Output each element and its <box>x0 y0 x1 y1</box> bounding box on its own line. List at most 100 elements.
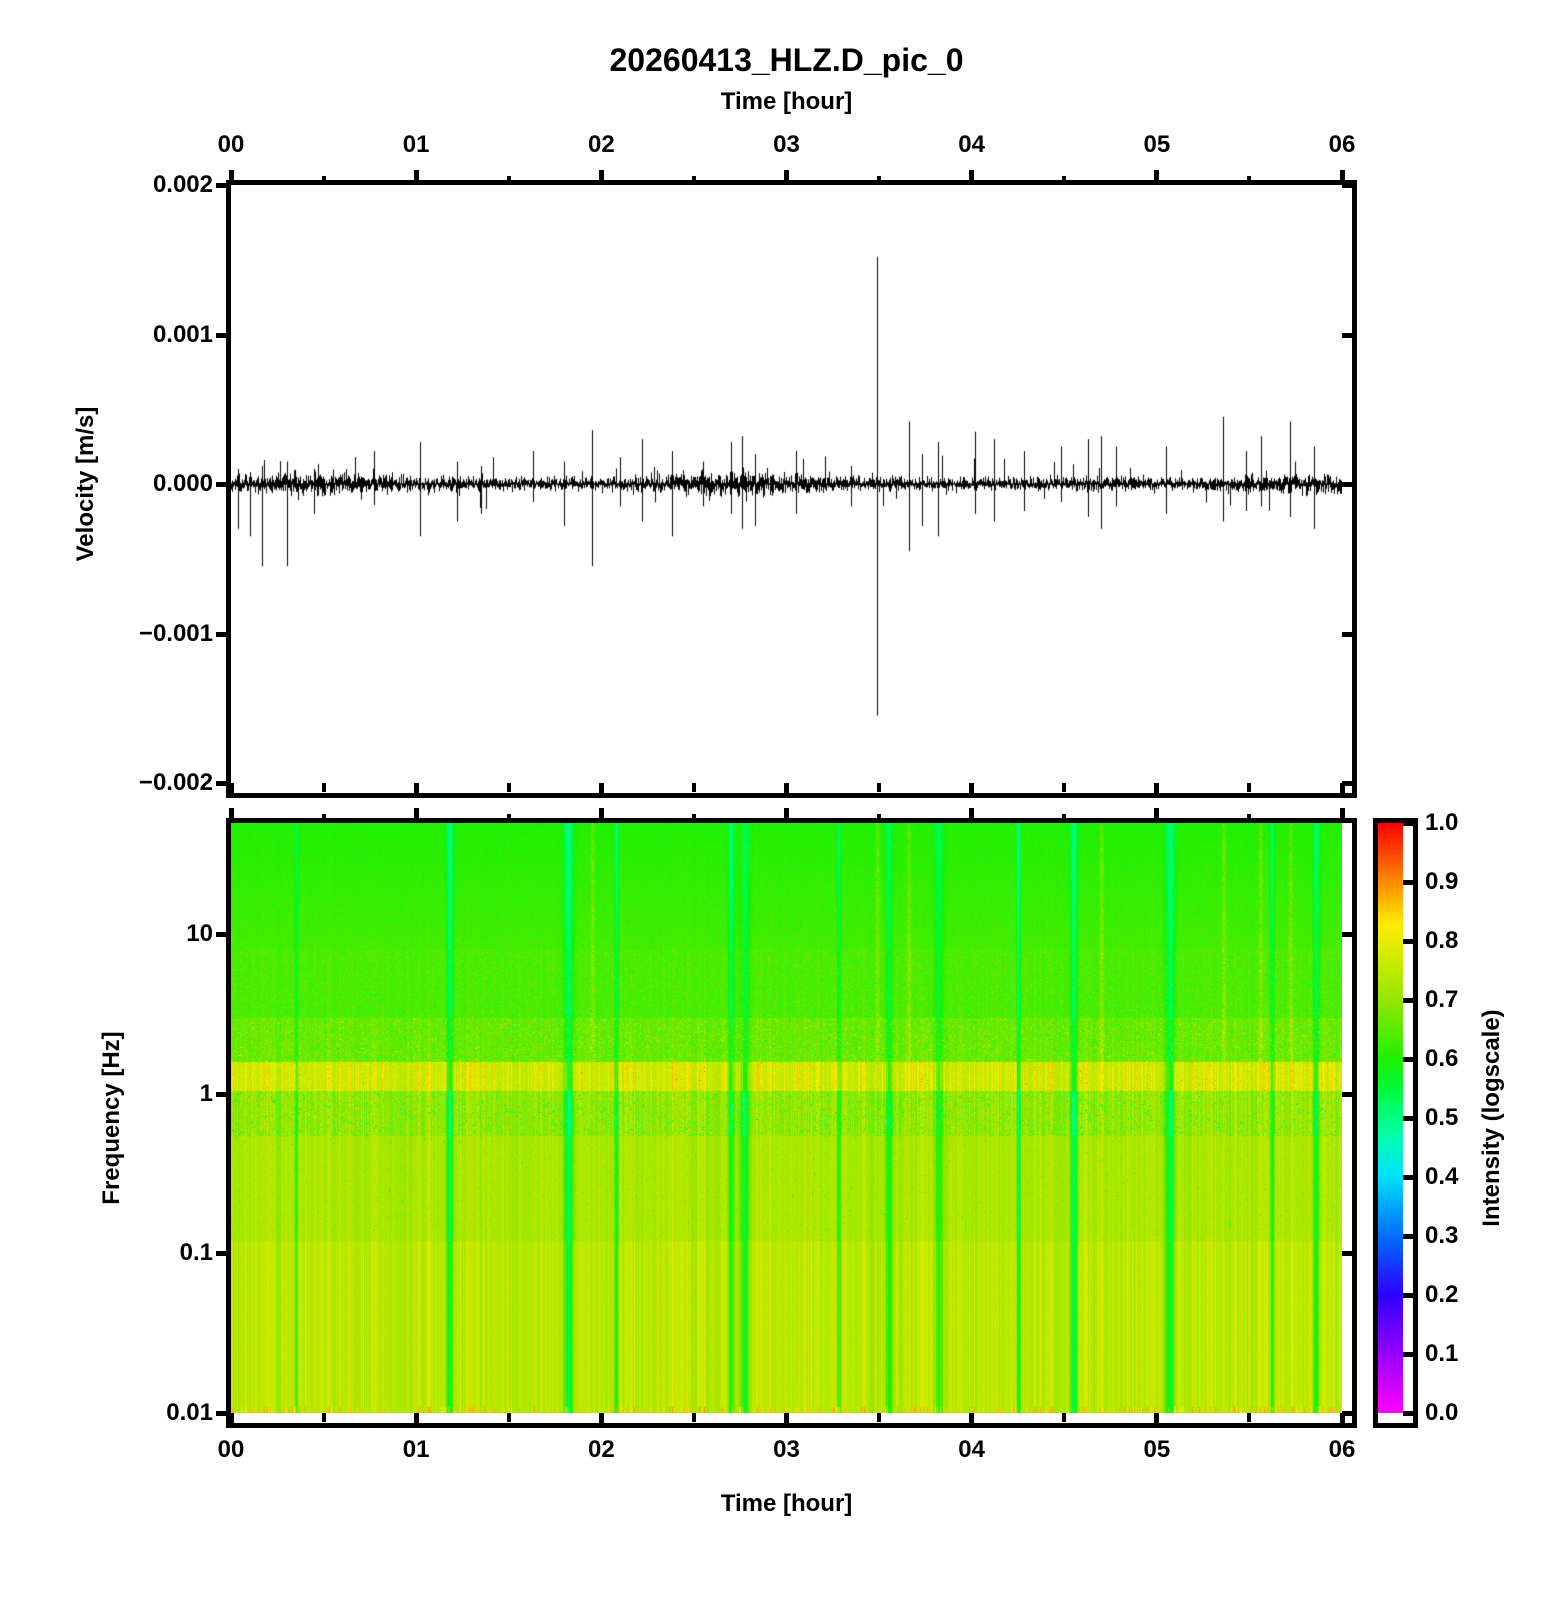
frequency-tick-right <box>1342 932 1357 937</box>
time-tick-label-top: 01 <box>402 131 430 158</box>
colorbar-tick <box>1403 1116 1417 1121</box>
time-tick-top <box>784 170 789 185</box>
time-tick-label-bottom: 04 <box>958 1436 985 1463</box>
time-tick-spec-bottom <box>877 1413 881 1422</box>
time-tick-spec-bottom <box>507 1413 511 1422</box>
time-tick-spec-bottom <box>1247 1413 1251 1422</box>
time-tick-spec-top <box>877 814 881 823</box>
velocity-tick-label: −0.002 <box>138 769 213 796</box>
time-tick-wave-bottom <box>229 783 234 798</box>
colorbar-gradient-canvas <box>1378 823 1403 1413</box>
velocity-tick-right <box>1342 781 1357 786</box>
time-tick-wave-bottom <box>507 783 511 792</box>
spectrogram-canvas <box>231 823 1342 1413</box>
frequency-tick-label: 10 <box>186 920 213 948</box>
time-tick-label-top: 04 <box>958 131 985 158</box>
time-tick-spec-top <box>414 808 419 823</box>
time-tick-label-bottom: 02 <box>587 1436 615 1463</box>
frequency-tick-left <box>216 1251 231 1256</box>
time-tick-wave-bottom <box>322 783 326 792</box>
time-tick-label-bottom: 06 <box>1328 1436 1356 1463</box>
frequency-tick-right <box>1342 1251 1357 1256</box>
colorbar-tick-label: 0.2 <box>1425 1281 1459 1308</box>
time-tick-wave-bottom <box>692 783 696 792</box>
colorbar-tick <box>1403 998 1417 1003</box>
frequency-tick-label: 1 <box>199 1079 213 1107</box>
colorbar-tick <box>1403 1175 1417 1180</box>
time-tick-wave-bottom <box>1062 783 1066 792</box>
frequency-tick-left <box>216 932 231 937</box>
time-tick-top <box>692 176 696 185</box>
time-tick-label-top: 05 <box>1143 131 1171 158</box>
velocity-tick-right <box>1342 482 1357 487</box>
time-tick-top <box>1062 176 1066 185</box>
frequency-tick-label: 0.01 <box>166 1399 213 1426</box>
colorbar-tick <box>1403 880 1417 885</box>
time-tick-spec-bottom <box>1340 1413 1345 1428</box>
time-tick-label-top: 06 <box>1328 131 1356 158</box>
time-tick-top <box>969 170 974 185</box>
colorbar-tick-label: 0.3 <box>1425 1222 1459 1249</box>
colorbar-tick-label: 0.9 <box>1425 868 1459 895</box>
time-tick-wave-bottom <box>1340 783 1345 798</box>
top-time-axis-label: Time [hour] <box>720 88 853 115</box>
time-tick-spec-bottom <box>692 1413 696 1422</box>
time-tick-spec-bottom <box>599 1413 604 1428</box>
time-tick-label-top: 00 <box>217 131 245 158</box>
frequency-tick-left <box>216 1092 231 1097</box>
time-tick-spec-top <box>1340 808 1345 823</box>
time-tick-label-top: 02 <box>587 131 615 158</box>
time-tick-spec-top <box>784 808 789 823</box>
time-tick-spec-bottom <box>1154 1413 1159 1428</box>
time-tick-wave-bottom <box>877 783 881 792</box>
time-tick-spec-bottom <box>322 1413 326 1422</box>
time-tick-wave-bottom <box>969 783 974 798</box>
velocity-tick-left <box>216 781 231 786</box>
colorbar-tick <box>1403 1234 1417 1239</box>
colorbar-tick-label: 1.0 <box>1425 809 1459 836</box>
time-tick-label-top: 03 <box>773 131 800 158</box>
time-tick-top <box>322 176 326 185</box>
velocity-tick-label: −0.001 <box>138 619 213 647</box>
time-tick-spec-bottom <box>1062 1413 1066 1422</box>
time-tick-top <box>599 170 604 185</box>
time-tick-spec-top <box>1062 814 1066 823</box>
colorbar-tick-label: 0.4 <box>1425 1163 1459 1190</box>
colorbar-tick-label: 0.8 <box>1425 927 1459 954</box>
time-tick-label-bottom: 01 <box>402 1436 430 1463</box>
frequency-tick-right <box>1342 1411 1357 1416</box>
colorbar-tick-label: 0.1 <box>1425 1340 1459 1367</box>
time-tick-top <box>229 170 234 185</box>
colorbar-tick-label: 0.0 <box>1425 1399 1459 1426</box>
time-tick-wave-bottom <box>1154 783 1159 798</box>
time-tick-spec-top <box>507 814 511 823</box>
time-tick-spec-bottom <box>229 1413 234 1428</box>
time-tick-wave-bottom <box>599 783 604 798</box>
colorbar-tick-label: 0.7 <box>1425 986 1459 1013</box>
time-tick-label-bottom: 05 <box>1143 1436 1171 1463</box>
colorbar-tick <box>1403 1293 1417 1298</box>
velocity-tick-left <box>216 632 231 637</box>
time-tick-label-bottom: 03 <box>773 1436 800 1463</box>
time-tick-spec-top <box>599 808 604 823</box>
time-tick-top <box>507 176 511 185</box>
time-tick-top <box>1247 176 1251 185</box>
waveform-trace-canvas <box>231 185 1342 783</box>
velocity-tick-label: 0.000 <box>152 470 213 497</box>
frequency-tick-right <box>1342 1092 1357 1097</box>
time-tick-spec-top <box>692 814 696 823</box>
time-tick-spec-bottom <box>414 1413 419 1428</box>
time-tick-spec-top <box>969 808 974 823</box>
time-tick-wave-bottom <box>414 783 419 798</box>
velocity-tick-left <box>216 183 231 188</box>
time-tick-spec-bottom <box>969 1413 974 1428</box>
velocity-tick-label: 0.001 <box>152 320 213 348</box>
velocity-tick-label: 0.002 <box>152 171 213 198</box>
time-tick-top <box>877 176 881 185</box>
time-tick-spec-top <box>1154 808 1159 823</box>
time-tick-top <box>1154 170 1159 185</box>
velocity-tick-left <box>216 482 231 487</box>
colorbar-tick <box>1403 939 1417 944</box>
colorbar-tick <box>1403 1411 1417 1416</box>
